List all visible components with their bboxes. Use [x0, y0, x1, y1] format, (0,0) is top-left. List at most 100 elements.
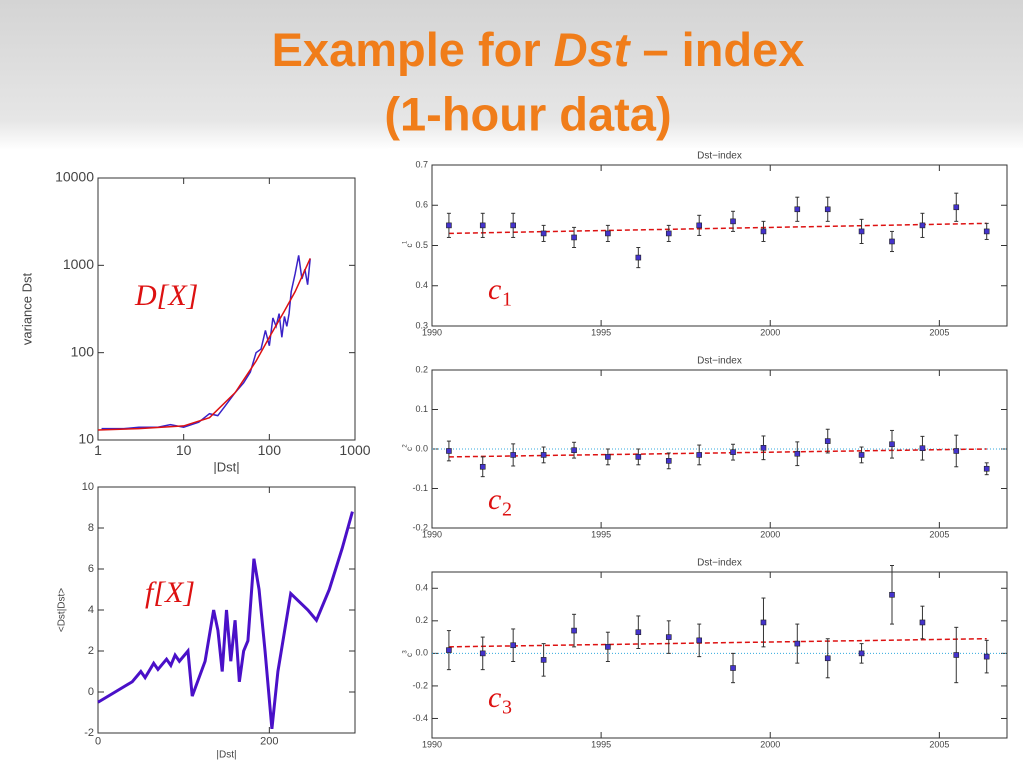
y-axis-label-sub: 2 — [403, 444, 409, 448]
data-point — [889, 591, 895, 598]
y-tick-label: 10 — [78, 431, 94, 447]
y-tick-label: 0.2 — [415, 364, 428, 374]
data-point — [665, 634, 672, 640]
x-tick-label: 2000 — [760, 328, 780, 338]
data-point — [858, 452, 865, 458]
y-tick-label: -2 — [84, 727, 94, 739]
y-tick-label: -0.2 — [412, 522, 428, 532]
plot-frame — [431, 571, 1008, 739]
data-point — [696, 452, 703, 458]
data-point — [571, 234, 577, 241]
data-point — [824, 655, 831, 662]
x-tick-label: 1990 — [422, 530, 442, 540]
data-point — [953, 204, 960, 211]
data-point — [889, 441, 895, 448]
annotation-sub: 2 — [502, 499, 512, 521]
annotation-sub: 1 — [502, 289, 512, 311]
trend-line — [448, 448, 987, 458]
data-point — [919, 619, 926, 626]
data-point — [446, 647, 452, 653]
y-tick-label: 0.4 — [415, 280, 428, 290]
chart-title: Dst−index — [697, 558, 742, 569]
data-point — [479, 650, 486, 657]
x-tick-label: 2000 — [760, 740, 780, 750]
data-point — [605, 644, 611, 650]
y-tick-label: 0.5 — [415, 240, 428, 250]
data-point — [479, 222, 486, 229]
data-point — [760, 619, 767, 626]
y-tick-label: 2 — [88, 645, 94, 657]
x-tick-label: 1995 — [591, 740, 611, 750]
trend-line — [448, 222, 987, 235]
data-point — [635, 254, 642, 261]
annotation: c — [488, 483, 501, 516]
data-point — [540, 452, 547, 458]
y-tick-label: 0.2 — [415, 615, 428, 625]
y-axis-label: c — [405, 244, 414, 248]
data-point — [983, 465, 990, 472]
x-axis-label: |Dst| — [213, 459, 239, 474]
data-point — [858, 228, 865, 235]
y-tick-label: 0.3 — [415, 320, 428, 330]
y-tick-label: 0.0 — [415, 443, 428, 453]
data-point — [665, 458, 672, 464]
data-point — [540, 657, 547, 663]
y-axis-label-sub: 3 — [403, 650, 409, 654]
data-point — [794, 206, 801, 213]
y-tick-label: 0.4 — [415, 583, 428, 593]
x-tick-label: 2005 — [929, 328, 949, 338]
panel — [388, 148, 1023, 767]
data-point — [730, 665, 736, 671]
trend-line — [448, 637, 987, 648]
data-point — [446, 448, 452, 454]
y-axis-label: c — [405, 447, 414, 451]
y-tick-label: -0.1 — [412, 483, 428, 493]
data-point — [858, 650, 865, 657]
panel — [5, 150, 387, 480]
x-axis-label: |Dst| — [216, 750, 236, 761]
data-point — [983, 653, 990, 660]
x-tick-label: 10 — [176, 442, 192, 458]
data-line — [101, 255, 311, 430]
x-tick-label: 1000 — [339, 442, 370, 458]
y-axis-label-sub: 1 — [403, 240, 409, 244]
data-point — [919, 445, 926, 452]
y-tick-label: 0.7 — [415, 159, 428, 169]
y-tick-label: 10 — [82, 481, 94, 493]
x-tick-label: 200 — [260, 736, 278, 748]
data-point — [794, 450, 801, 457]
x-tick-label: 0 — [95, 736, 101, 748]
x-tick-label: 1990 — [422, 740, 442, 750]
data-point — [953, 652, 960, 658]
x-tick-label: 2000 — [760, 530, 780, 540]
data-point — [696, 222, 703, 229]
data-point — [730, 449, 736, 455]
annotation: c — [488, 681, 501, 714]
annotation: c — [488, 273, 501, 306]
y-axis-label: variance Dst — [19, 272, 34, 345]
annotation-sub: 3 — [502, 697, 512, 719]
data-point — [696, 637, 703, 644]
y-tick-label: 0.1 — [415, 404, 428, 414]
plot-frame — [97, 177, 356, 441]
y-tick-label: 8 — [88, 522, 94, 534]
data-point — [983, 228, 990, 235]
data-point — [479, 463, 486, 470]
slide-subtitle: (1-hour data) — [384, 87, 671, 140]
data-point — [794, 640, 801, 647]
data-point — [635, 454, 642, 460]
data-point — [510, 222, 516, 229]
data-point — [571, 447, 577, 453]
data-point — [571, 627, 577, 634]
y-tick-label: 100 — [71, 343, 95, 359]
data-point — [889, 238, 895, 245]
y-tick-label: 0 — [88, 686, 94, 698]
y-tick-label: -0.4 — [412, 713, 428, 723]
y-tick-label: 0.0 — [415, 648, 428, 658]
x-tick-label: 1995 — [591, 530, 611, 540]
x-tick-label: 1 — [94, 442, 102, 458]
y-tick-label: 0.6 — [415, 200, 428, 210]
annotation: D[X] — [134, 279, 198, 312]
chart-title: Dst−index — [697, 151, 742, 162]
